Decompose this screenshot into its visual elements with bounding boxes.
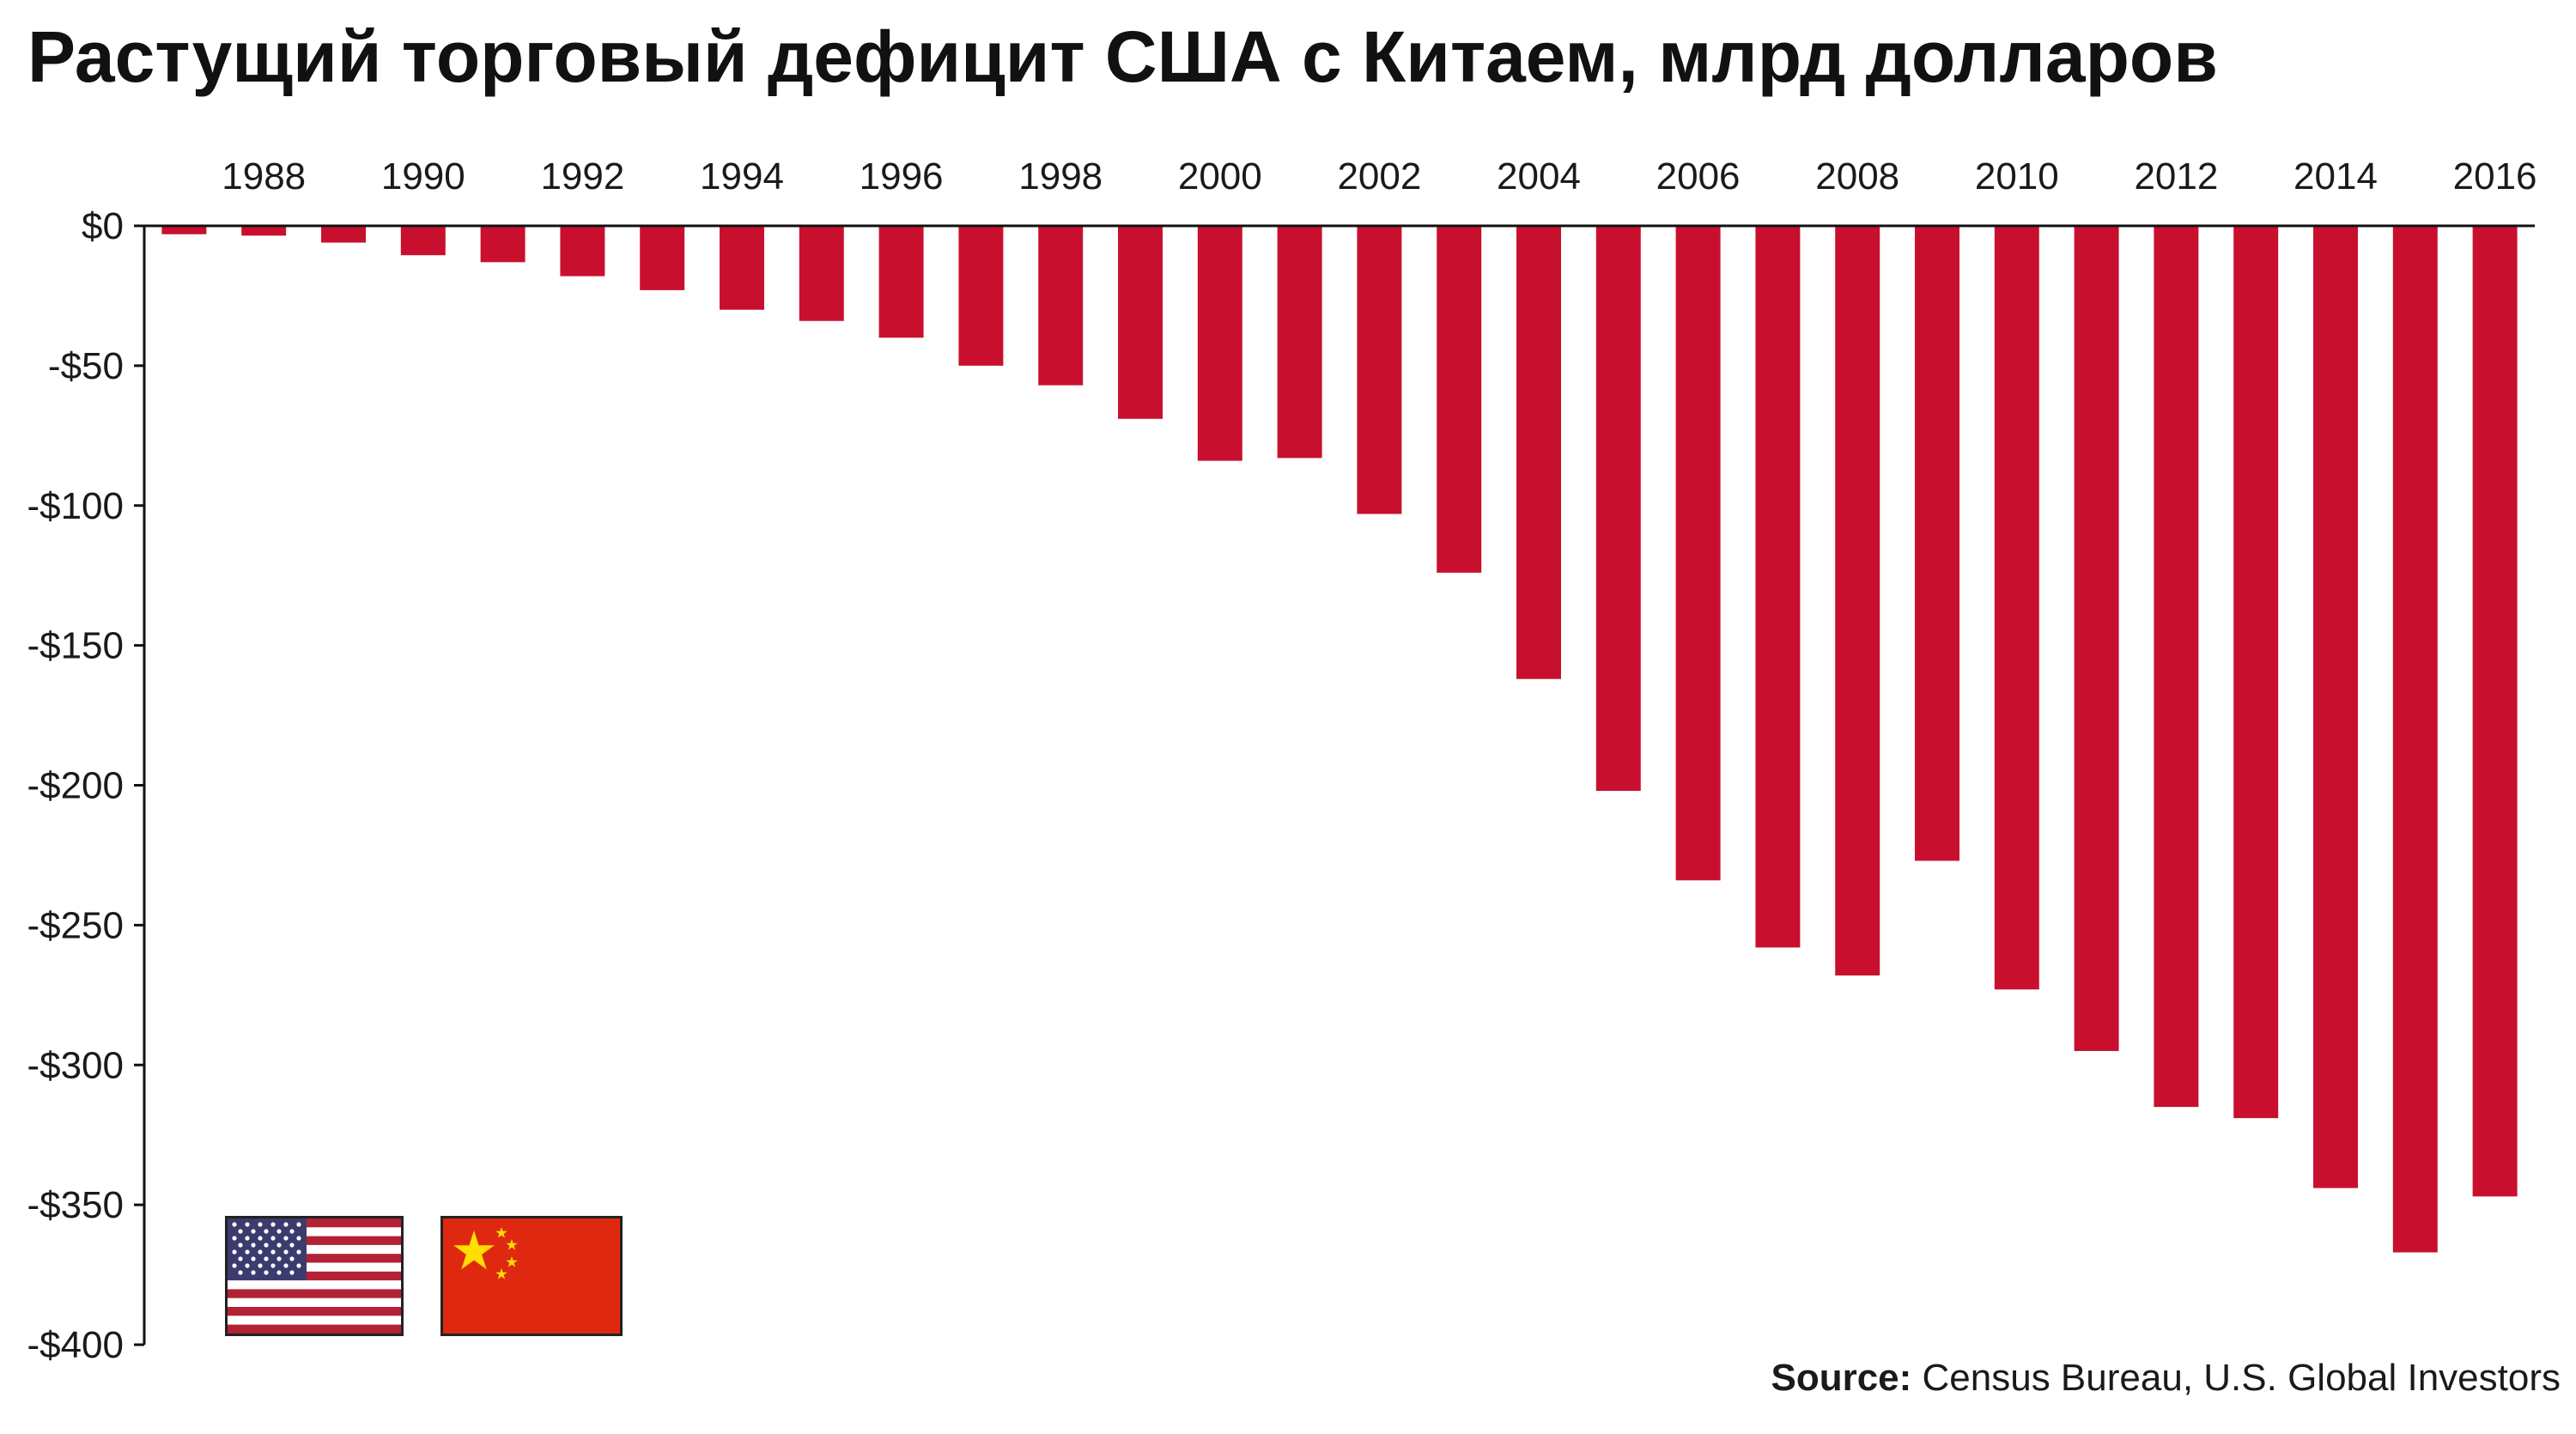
bar-2013 xyxy=(2233,226,2279,1119)
bar-1988 xyxy=(241,226,287,236)
x-tick-label: 2016 xyxy=(2453,155,2537,197)
x-tick-label: 1990 xyxy=(381,155,465,197)
x-tick-label: 2006 xyxy=(1656,155,1741,197)
bar-1994 xyxy=(720,226,764,310)
bar-2016 xyxy=(2472,226,2518,1197)
bar-2000 xyxy=(1197,226,1242,461)
x-tick-label: 2000 xyxy=(1178,155,1262,197)
x-tick-label: 1998 xyxy=(1018,155,1103,197)
bar-1998 xyxy=(1038,226,1084,386)
y-tick-label: -$200 xyxy=(27,765,124,807)
bar-2002 xyxy=(1357,226,1402,514)
source-label: Source: xyxy=(1771,1357,1912,1399)
bar-1987 xyxy=(161,226,207,234)
x-tick-label: 2010 xyxy=(1975,155,2059,197)
bar-2003 xyxy=(1437,226,1482,573)
y-tick-label: -$400 xyxy=(27,1324,124,1366)
x-tick-label: 2008 xyxy=(1815,155,1899,197)
y-tick-label: -$150 xyxy=(27,625,124,667)
x-tick-label: 1996 xyxy=(860,155,944,197)
x-tick-label: 2012 xyxy=(2134,155,2218,197)
bar-2006 xyxy=(1675,226,1721,881)
bar-1997 xyxy=(958,226,1004,366)
us-flag-icon xyxy=(225,1216,404,1336)
bar-2010 xyxy=(1994,226,2039,990)
chart-title: Растущий торговый дефицит США с Китаем, … xyxy=(27,16,2218,97)
y-tick-label: -$50 xyxy=(48,345,124,387)
x-tick-label: 1988 xyxy=(222,155,306,197)
x-tick-label: 1994 xyxy=(700,155,784,197)
source-text: Census Bureau, U.S. Global Investors xyxy=(1911,1357,2561,1399)
bar-2009 xyxy=(1915,226,1959,861)
y-tick-label: -$100 xyxy=(27,485,124,527)
bar-1989 xyxy=(321,226,366,243)
x-tick-label: 1992 xyxy=(540,155,624,197)
x-tick-label: 2004 xyxy=(1497,155,1581,197)
y-tick-label: -$300 xyxy=(27,1044,124,1086)
bar-2008 xyxy=(1835,226,1880,976)
bar-1995 xyxy=(799,226,844,321)
x-tick-label: 2014 xyxy=(2293,155,2378,197)
bar-1992 xyxy=(560,226,605,276)
y-tick-label: -$350 xyxy=(27,1184,124,1226)
bar-1991 xyxy=(480,226,526,263)
y-tick-label: -$250 xyxy=(27,904,124,946)
bar-1990 xyxy=(400,226,446,256)
bar-2005 xyxy=(1595,226,1641,792)
bar-2015 xyxy=(2392,226,2438,1253)
y-tick-label: $0 xyxy=(82,205,124,247)
bar-2011 xyxy=(2074,226,2119,1051)
source-note: Source: Census Bureau, U.S. Global Inves… xyxy=(1771,1357,2561,1400)
china-flag-icon xyxy=(440,1216,623,1336)
bar-1993 xyxy=(640,226,685,290)
bar-2007 xyxy=(1755,226,1801,948)
x-tick-label: 2002 xyxy=(1337,155,1421,197)
bar-2001 xyxy=(1277,226,1322,459)
bar-1996 xyxy=(878,226,924,338)
bar-2014 xyxy=(2313,226,2358,1188)
bar-2012 xyxy=(2154,226,2199,1108)
bar-2004 xyxy=(1516,226,1561,679)
bar-1999 xyxy=(1118,226,1163,419)
